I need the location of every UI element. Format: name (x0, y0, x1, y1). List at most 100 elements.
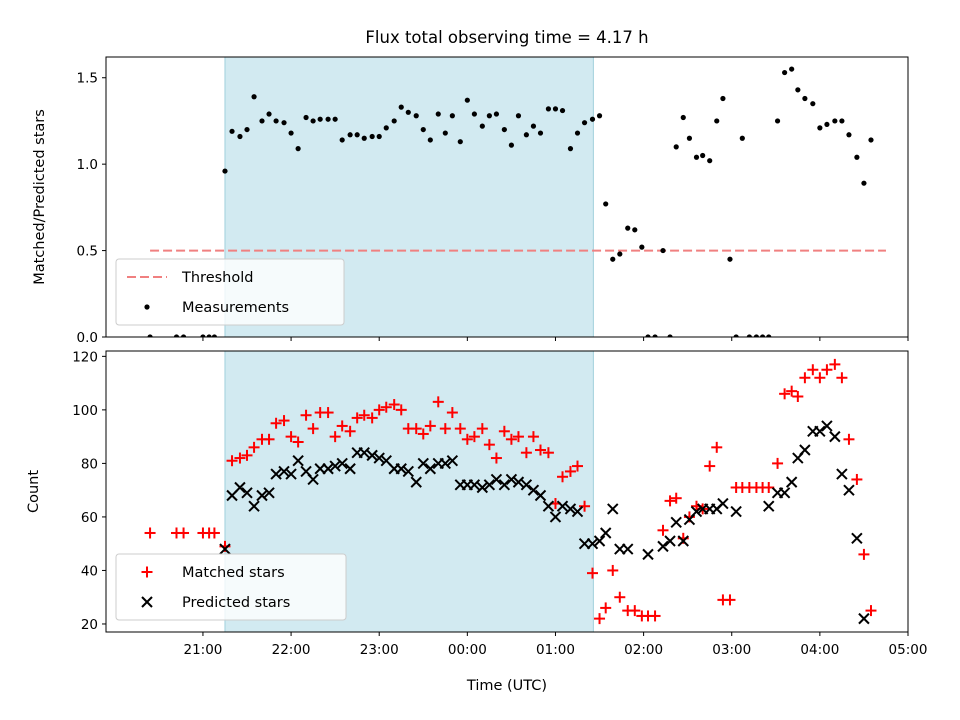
x-marker-b (549, 511, 562, 523)
matched-point (799, 372, 811, 384)
measurement-point (259, 118, 265, 124)
matched-point (424, 420, 436, 432)
predicted-point (234, 481, 246, 494)
predicted-point (512, 476, 525, 488)
predicted-point (814, 425, 826, 437)
series-predicted-stars (219, 420, 870, 625)
measurement-point (413, 113, 419, 119)
predicted-point (358, 446, 370, 459)
x-marker-b (300, 465, 312, 478)
measurement-point (581, 120, 588, 126)
measurement-point (200, 334, 206, 337)
matched-point (505, 433, 517, 445)
measurement-point (339, 137, 345, 143)
x-marker-b (270, 468, 282, 480)
measurement-point (442, 130, 448, 136)
matched-point (329, 431, 341, 443)
measurement-point (405, 109, 411, 115)
measurement-point (559, 107, 566, 114)
matched-point (322, 407, 334, 419)
measurement-point (652, 334, 658, 337)
predicted-point (593, 535, 606, 547)
measurement-point (645, 334, 651, 337)
matched-point (865, 605, 877, 617)
measurement-point (660, 247, 666, 254)
matched-point (607, 564, 619, 576)
matched-point (461, 433, 473, 445)
legend-measurement-swatch (144, 304, 150, 310)
matched-point (263, 433, 275, 445)
x-marker-b (468, 479, 481, 491)
x-marker-b (836, 468, 848, 480)
predicted-point (799, 444, 811, 456)
legend-box (115, 258, 345, 326)
measurement-point (435, 111, 441, 117)
legend-matched-swatch (141, 566, 153, 578)
y-tick-label: 0.0 (77, 330, 98, 346)
measurement-point (501, 126, 507, 133)
x-marker-b (717, 497, 729, 510)
x-tick-label: 00:00 (448, 642, 487, 658)
predicted-point (664, 535, 676, 547)
predicted-point (690, 505, 703, 518)
matched-point (600, 602, 612, 614)
y-tick-label: 120 (72, 349, 98, 365)
matched-point (843, 433, 855, 445)
predicted-point (677, 535, 689, 547)
x-marker-b (858, 612, 870, 625)
predicted-point (586, 537, 599, 550)
matched-point (292, 436, 304, 448)
predicted-point (571, 505, 584, 518)
predicted-point (717, 497, 729, 510)
measurement-point (295, 146, 301, 152)
measurement-point (537, 130, 544, 136)
axes-frame (105, 56, 909, 338)
measurement-point (420, 126, 426, 133)
legend-label: Matched stars (182, 565, 285, 581)
matched-point (483, 439, 495, 451)
measurement-point (610, 256, 616, 262)
measurement-point (229, 128, 235, 134)
x-marker-b (410, 476, 422, 488)
matched-point (351, 412, 363, 424)
predicted-point (256, 489, 268, 502)
x-marker-b (329, 460, 341, 472)
x-marker-b (483, 479, 496, 491)
measurement-point (680, 114, 686, 121)
predicted-point (424, 463, 437, 475)
plot-area (147, 66, 886, 337)
legend-label: Measurements (182, 300, 289, 316)
y-tick-label: 20 (81, 617, 98, 633)
measurement-point (832, 118, 838, 124)
x-marker-b (799, 444, 811, 456)
x-marker-b (664, 535, 676, 547)
x-marker-b (219, 543, 231, 555)
matched-point (270, 417, 282, 429)
matched-point (336, 420, 348, 432)
predicted-point (549, 511, 562, 523)
matched-point (649, 610, 661, 622)
predicted-point (851, 532, 863, 545)
matched-point (388, 399, 400, 411)
predicted-point (657, 540, 669, 553)
predicted-point (622, 543, 634, 555)
matched-point (520, 447, 532, 459)
matched-point (851, 473, 863, 485)
predicted-point (843, 484, 855, 496)
x-tick-label: 03:00 (712, 642, 751, 658)
x-marker-b (571, 505, 584, 518)
x-marker-b (542, 500, 555, 512)
predicted-point (373, 452, 385, 464)
legend-label: Threshold (181, 270, 253, 286)
measurement-point (222, 168, 228, 174)
measurement-point (686, 135, 693, 141)
y-tick-label: 60 (81, 510, 98, 526)
panel-ratio: 0.0 0.5 1.0 1.5 Matched/Predicted stars Thres… (32, 56, 909, 346)
x-tick-label: 02:00 (624, 642, 663, 658)
matched-point (542, 447, 554, 459)
predicted-point (785, 476, 798, 488)
x-marker-b (556, 500, 569, 512)
matched-point (144, 527, 156, 539)
x-marker-b (785, 476, 798, 488)
